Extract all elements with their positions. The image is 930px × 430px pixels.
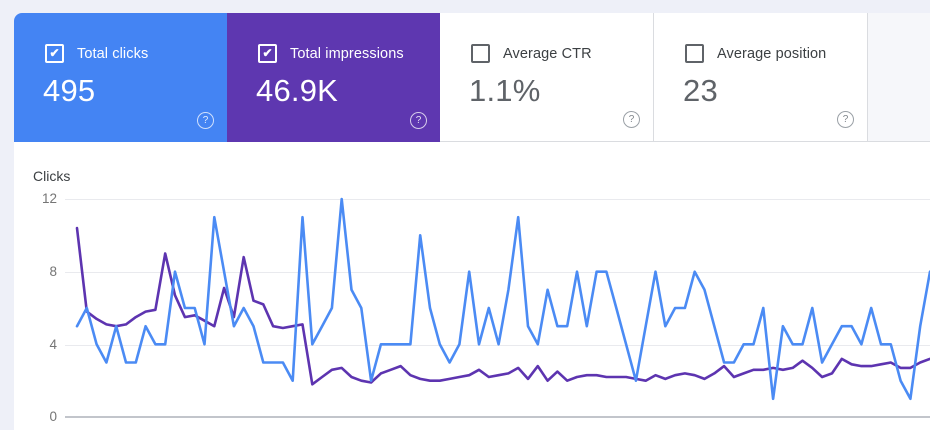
y-tick-4: 4: [49, 337, 57, 352]
average-position-value: 23: [683, 73, 718, 108]
total-impressions-value: 46.9K: [256, 73, 339, 108]
card-average-ctr-header: Average CTR: [471, 44, 592, 63]
y-tick-0: 0: [49, 409, 57, 424]
total-clicks-checkbox[interactable]: ✔: [45, 44, 64, 63]
card-average-ctr[interactable]: Average CTR 1.1% ?: [440, 13, 654, 142]
help-icon[interactable]: ?: [410, 112, 427, 129]
gridline: [65, 345, 930, 346]
card-average-position[interactable]: Average position 23 ?: [654, 13, 868, 142]
performance-chart[interactable]: [0, 142, 930, 430]
card-label: Total clicks: [77, 45, 149, 62]
gridline: [65, 272, 930, 273]
card-average-position-header: Average position: [685, 44, 826, 63]
total-clicks-value: 495: [43, 73, 96, 108]
card-label: Average position: [717, 45, 827, 62]
x-axis-line: [65, 416, 930, 418]
card-label: Average CTR: [503, 45, 592, 62]
average-ctr-value: 1.1%: [469, 73, 541, 108]
metric-cards-row: ✔ Total clicks 495 ? ✔ Total impressions…: [14, 13, 868, 142]
card-total-impressions-header: ✔ Total impressions: [258, 44, 404, 63]
average-ctr-checkbox[interactable]: [471, 44, 490, 63]
help-icon[interactable]: ?: [197, 112, 214, 129]
card-total-clicks[interactable]: ✔ Total clicks 495 ?: [14, 13, 227, 142]
card-total-impressions[interactable]: ✔ Total impressions 46.9K ?: [227, 13, 440, 142]
y-tick-12: 12: [41, 191, 57, 206]
chart-y-axis-title: Clicks: [33, 168, 71, 184]
average-position-checkbox[interactable]: [685, 44, 704, 63]
cards-row-filler: [868, 13, 930, 142]
help-icon[interactable]: ?: [837, 111, 854, 128]
y-tick-8: 8: [49, 264, 57, 279]
card-label: Total impressions: [290, 45, 404, 62]
gridline: [65, 199, 930, 200]
card-total-clicks-header: ✔ Total clicks: [45, 44, 148, 63]
help-icon[interactable]: ?: [623, 111, 640, 128]
total-impressions-checkbox[interactable]: ✔: [258, 44, 277, 63]
